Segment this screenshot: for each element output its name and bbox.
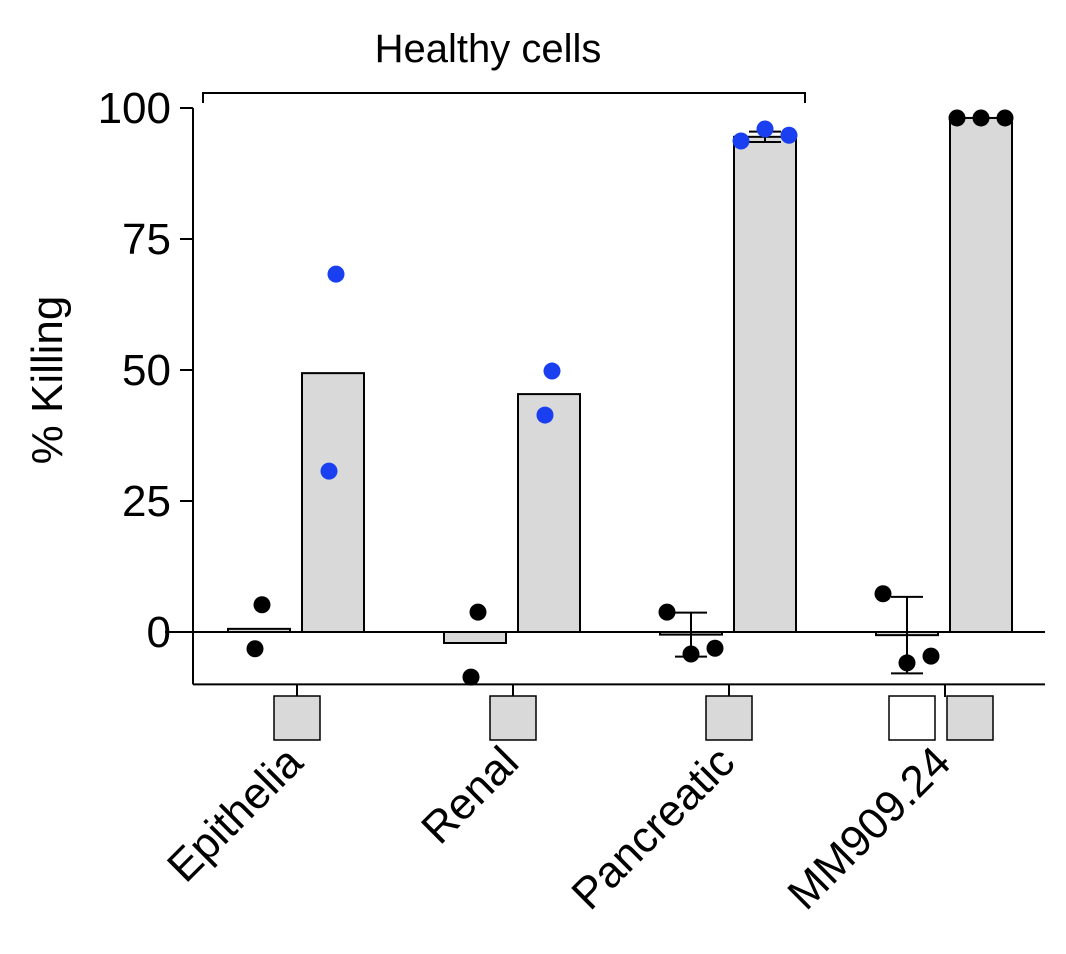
condition-box — [489, 695, 537, 741]
data-point — [874, 585, 892, 603]
condition-box — [888, 695, 936, 741]
data-point — [922, 647, 940, 665]
y-tick-label: 100 — [98, 84, 171, 133]
y-tick-label: 25 — [122, 477, 171, 526]
data-point — [469, 603, 487, 621]
data-point — [898, 654, 916, 672]
data-point — [320, 462, 338, 480]
data-point — [536, 406, 554, 424]
bar — [301, 372, 365, 633]
x-tick-label: MM909.24 — [778, 737, 960, 919]
data-point — [246, 640, 264, 658]
data-point — [732, 132, 750, 150]
x-tick-label: Pancreatic — [562, 737, 744, 919]
bar — [949, 116, 1013, 634]
x-tick-label: Renal — [412, 737, 528, 853]
bracket — [202, 92, 806, 103]
data-point — [972, 109, 990, 127]
data-point — [682, 645, 700, 663]
condition-box — [273, 695, 321, 741]
data-point — [706, 639, 724, 657]
annotation: Healthy cells — [375, 27, 602, 71]
x-tick-label: Epithelia — [158, 737, 312, 891]
bar — [517, 393, 581, 633]
data-point — [327, 265, 345, 283]
y-tick-label: 50 — [122, 346, 171, 395]
data-point — [253, 596, 271, 614]
data-point — [462, 668, 480, 686]
y-tick-label: 75 — [122, 215, 171, 264]
data-point — [996, 109, 1014, 127]
data-point — [756, 120, 774, 138]
data-point — [658, 603, 676, 621]
condition-box — [705, 695, 753, 741]
y-axis-title: % Killing — [23, 296, 72, 465]
data-point — [543, 362, 561, 380]
bar — [227, 627, 291, 634]
data-point — [780, 126, 798, 144]
data-point — [948, 109, 966, 127]
bar — [443, 631, 507, 645]
bar — [733, 135, 797, 633]
condition-box — [946, 695, 994, 741]
